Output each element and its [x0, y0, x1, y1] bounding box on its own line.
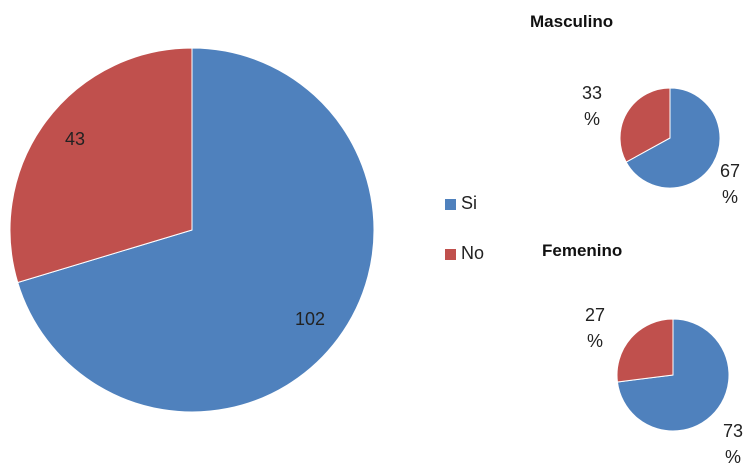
data-label: 102 — [294, 309, 326, 329]
legend-label: Si — [461, 193, 478, 213]
data-label: 67 % — [719, 161, 741, 207]
pie-slice — [17, 47, 375, 413]
data-label: 27 % — [584, 305, 606, 351]
legend-swatch — [445, 198, 456, 210]
legend-label: No — [461, 243, 485, 263]
pie-slice — [625, 87, 721, 189]
chart-title: Masculino — [530, 12, 614, 31]
legend-item: No — [445, 243, 484, 264]
pie-slice — [619, 87, 671, 163]
pie-slice — [616, 318, 674, 383]
chart-title: Femenino — [542, 241, 623, 260]
legend-swatch — [445, 248, 456, 260]
data-label: 33 % — [581, 83, 603, 129]
data-label: 73 % — [722, 421, 744, 467]
pie-slice — [9, 47, 193, 284]
data-label: 43 — [64, 129, 86, 149]
legend-item: Si — [445, 193, 477, 214]
